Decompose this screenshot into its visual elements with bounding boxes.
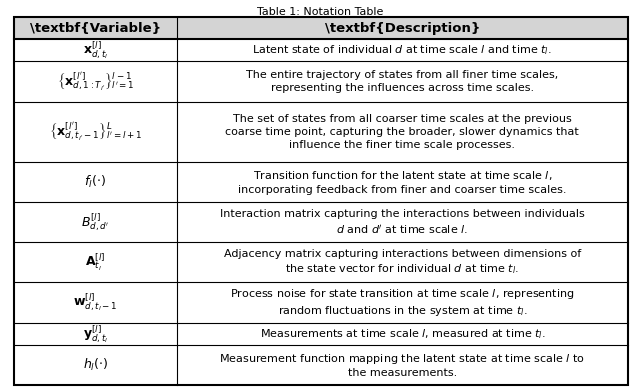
Text: Transition function for the latent state at time scale $l$,
incorporating feedba: Transition function for the latent state… bbox=[238, 169, 566, 195]
Text: Measurement function mapping the latent state at time scale $l$ to
the measureme: Measurement function mapping the latent … bbox=[220, 352, 586, 378]
Text: Measurements at time scale $l$, measured at time $t_l$.: Measurements at time scale $l$, measured… bbox=[260, 327, 545, 341]
Text: $\mathbf{x}_{d,t_l}^{[l]}$: $\mathbf{x}_{d,t_l}^{[l]}$ bbox=[83, 39, 108, 61]
Text: The set of states from all coarser time scales at the previous
coarse time point: The set of states from all coarser time … bbox=[225, 114, 579, 149]
Text: $B_{d,d'}^{[l]}$: $B_{d,d'}^{[l]}$ bbox=[81, 211, 109, 233]
Text: \textbf{Variable}: \textbf{Variable} bbox=[30, 22, 161, 35]
Text: $\left\{\mathbf{x}_{d,t_{l'}-1}^{[l']}\right\}_{l'=l+1}^{L}$: $\left\{\mathbf{x}_{d,t_{l'}-1}^{[l']}\r… bbox=[49, 121, 142, 143]
Text: The entire trajectory of states from all finer time scales,
representing the inf: The entire trajectory of states from all… bbox=[246, 70, 559, 93]
Text: Interaction matrix capturing the interactions between individuals
$d$ and $d'$ a: Interaction matrix capturing the interac… bbox=[220, 209, 585, 235]
Text: $h_l(\cdot)$: $h_l(\cdot)$ bbox=[83, 357, 108, 373]
Text: $\mathbf{y}_{d,t_l}^{[l]}$: $\mathbf{y}_{d,t_l}^{[l]}$ bbox=[83, 323, 108, 345]
Text: Latent state of individual $d$ at time scale $l$ and time $t_l$.: Latent state of individual $d$ at time s… bbox=[252, 44, 552, 57]
Bar bbox=[14, 17, 628, 39]
Text: Table 1: Notation Table: Table 1: Notation Table bbox=[257, 7, 383, 17]
Text: $\mathbf{w}_{d,t_l-1}^{[l]}$: $\mathbf{w}_{d,t_l-1}^{[l]}$ bbox=[73, 292, 118, 314]
Text: $\mathbf{A}_{t_l}^{[l]}$: $\mathbf{A}_{t_l}^{[l]}$ bbox=[85, 252, 106, 273]
Text: $f_l(\cdot)$: $f_l(\cdot)$ bbox=[84, 174, 106, 190]
Text: Adjacency matrix capturing interactions between dimensions of
the state vector f: Adjacency matrix capturing interactions … bbox=[224, 249, 581, 276]
Text: Process noise for state transition at time scale $l$, representing
random fluctu: Process noise for state transition at ti… bbox=[230, 287, 575, 318]
Text: \textbf{Description}: \textbf{Description} bbox=[324, 22, 480, 35]
Text: $\left\{\mathbf{x}_{d,1:T_{l'}}^{[l']}\right\}_{l'=1}^{l-1}$: $\left\{\mathbf{x}_{d,1:T_{l'}}^{[l']}\r… bbox=[56, 70, 134, 93]
